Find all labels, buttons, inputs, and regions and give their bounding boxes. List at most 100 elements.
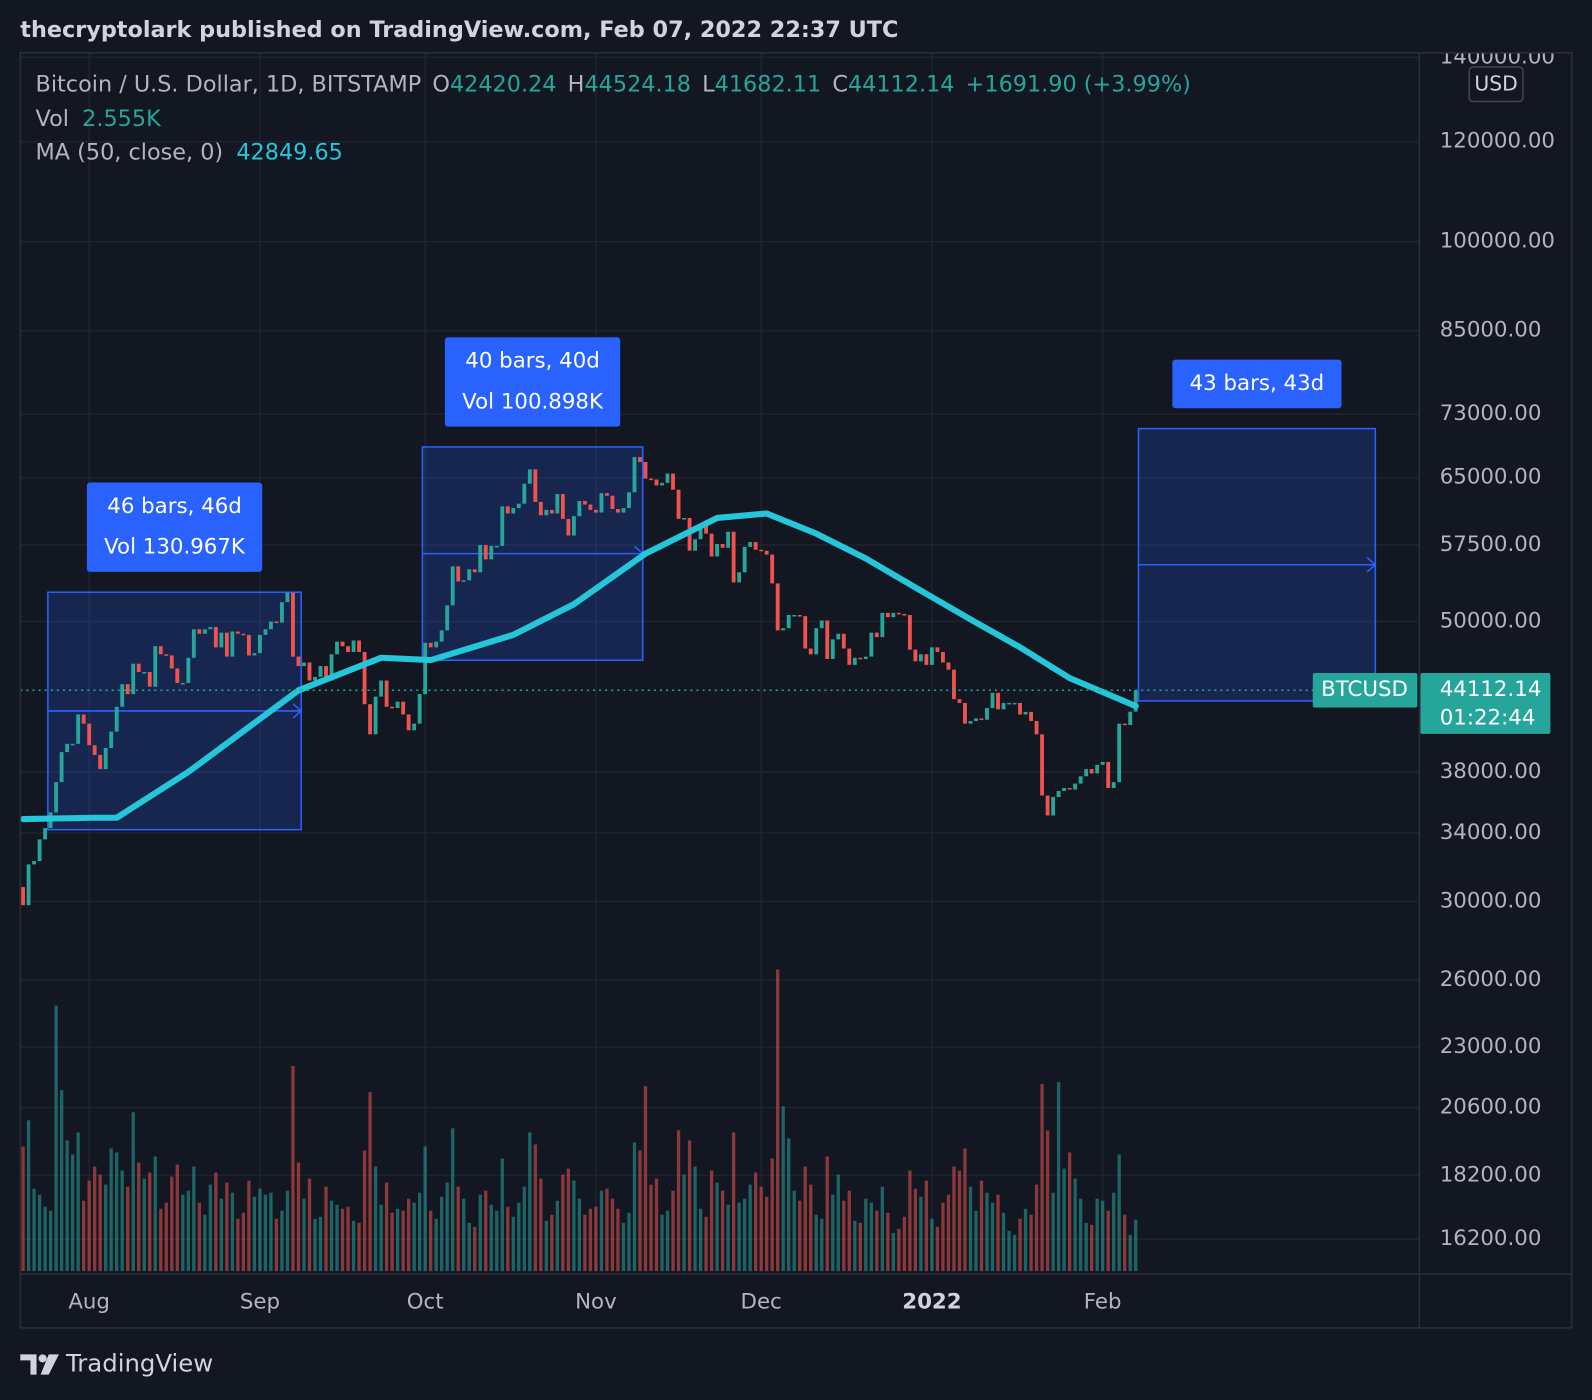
volume-bar: [1051, 1192, 1055, 1272]
candle-body: [329, 654, 334, 681]
currency-label: USD: [1474, 71, 1517, 95]
volume-bar: [159, 1208, 163, 1272]
volume-bar: [434, 1218, 438, 1272]
volume-bar: [588, 1208, 593, 1272]
volume-bar: [373, 1166, 378, 1272]
candle-body: [963, 702, 967, 724]
candle-body: [180, 682, 185, 685]
candle-body: [164, 654, 169, 656]
volume-bar: [1040, 1084, 1044, 1272]
candle-body: [836, 633, 841, 640]
candle-body: [114, 706, 119, 732]
candle-body: [1078, 776, 1083, 784]
candle-body: [1040, 734, 1045, 796]
volume-bar: [842, 1200, 846, 1272]
volume-bar: [941, 1202, 945, 1272]
logo-part: [40, 1354, 59, 1375]
legend-o: O: [432, 71, 450, 97]
volume-bar: [864, 1198, 868, 1272]
volume-bar: [329, 1200, 334, 1272]
candle-body: [511, 508, 516, 514]
volume-bar: [440, 1196, 444, 1272]
brand-name: TradingView: [65, 1348, 213, 1377]
volume-bar: [566, 1168, 571, 1272]
volume-bar: [643, 1086, 648, 1272]
x-tick-label: Sep: [240, 1290, 280, 1315]
candle-body: [434, 641, 439, 648]
volume-bar: [208, 1184, 212, 1272]
volume-bar: [1018, 1218, 1022, 1272]
candle-body: [1067, 788, 1072, 790]
volume-bar: [770, 1158, 774, 1272]
candle-body: [841, 633, 846, 649]
volume-bar: [48, 1210, 53, 1272]
volume-bar: [351, 1220, 356, 1272]
volume-bar: [853, 1220, 857, 1272]
volume-bar: [506, 1206, 510, 1272]
legend-ma: MA (50, close, 0) 42849.65: [36, 139, 343, 165]
candle-body: [313, 676, 317, 681]
legend-ma-value: 42849.65: [236, 139, 343, 165]
y-tick-label: 73000.00: [1440, 401, 1542, 426]
currency-badge: [1468, 66, 1524, 103]
candle-body: [175, 668, 180, 683]
x-tick-label: Aug: [68, 1290, 110, 1315]
candle-body: [98, 754, 103, 770]
candle-body: [869, 632, 874, 657]
price-axis: 140000.00 120000.00 100000.00 85000.00 73000…: [1440, 53, 1555, 1251]
volume-bar: [1134, 1219, 1138, 1272]
volume-bar: [610, 1198, 615, 1272]
volume-bar: [219, 1198, 224, 1272]
volume-bar: [742, 1198, 747, 1272]
volume-bar: [682, 1174, 686, 1272]
candle-body: [76, 714, 81, 744]
volume-bar: [192, 1166, 196, 1272]
volume-bar: [225, 1182, 229, 1272]
candle-body: [709, 533, 714, 557]
volume-bar: [296, 1162, 301, 1272]
candle-body: [92, 745, 97, 755]
legend-high: 44524.18: [584, 71, 691, 97]
candle-body: [830, 639, 835, 659]
symbol-tag-box: [1312, 672, 1418, 708]
candle-body: [417, 694, 422, 724]
candle-body: [191, 629, 196, 658]
volume-bar: [65, 1140, 69, 1272]
volume-bar: [214, 1172, 218, 1272]
candle-body: [698, 524, 703, 540]
candle-body: [252, 653, 257, 656]
candle-body: [671, 473, 675, 490]
frame-border: [19, 52, 1573, 1329]
candle-body: [555, 494, 560, 514]
volume-bar: [76, 1132, 80, 1272]
candle-body: [291, 592, 295, 657]
price-tag-box: [1420, 672, 1551, 734]
candle-body: [638, 457, 642, 462]
candle-body: [941, 651, 945, 663]
candle-body: [109, 731, 114, 748]
volume-bar: [792, 1190, 796, 1272]
volume-bar: [451, 1128, 455, 1272]
candle-body: [990, 692, 995, 709]
candle-body: [224, 632, 229, 657]
volume-bar: [230, 1192, 235, 1272]
volume-bar: [759, 1186, 763, 1272]
volume-bar: [423, 1146, 427, 1272]
candle-body: [786, 615, 791, 629]
candle-body: [335, 641, 339, 655]
volume-bar: [737, 1202, 741, 1272]
volume-bar: [1078, 1198, 1083, 1272]
candle-body: [285, 592, 290, 603]
candle-body: [946, 662, 951, 670]
candle-body: [880, 612, 885, 638]
volume-bar: [126, 1186, 130, 1272]
candle-body: [885, 612, 890, 618]
candle-body: [379, 680, 384, 697]
candle-body: [566, 518, 571, 536]
volume-bar: [627, 1212, 631, 1272]
candle-body: [54, 782, 59, 813]
volume-bar: [401, 1210, 405, 1272]
volume-bar: [269, 1192, 273, 1272]
volume-bar: [357, 1222, 361, 1272]
volume-bar: [1073, 1178, 1077, 1272]
